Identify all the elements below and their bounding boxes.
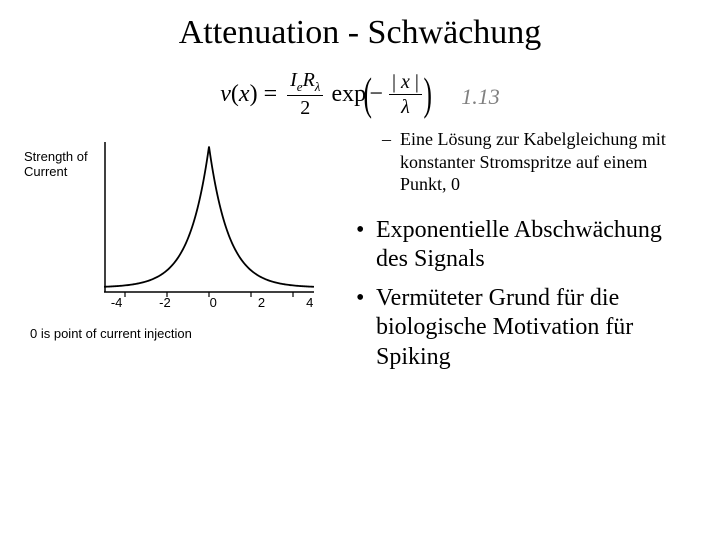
chart-box: Strength of Current -4-2024 0 is point o… [30,140,330,350]
x-tick-label: -4 [111,295,123,310]
eq-sub-lambda: λ [315,79,321,94]
eq-frac2-den: λ [398,95,413,117]
eq-big-lparen: ( [364,76,372,113]
eq-rparen: ) [250,81,258,108]
chart-caption: 0 is point of current injection [30,326,192,341]
eq-big-rparen: ) [423,76,431,113]
x-tick-label: 2 [258,295,265,310]
eq-x: x [401,71,410,93]
eq-equals: = [264,81,278,108]
eq-frac2: | x | λ [389,72,422,117]
y-label-line1: Strength of [24,149,88,164]
eq-lparen: ( [231,81,239,108]
equation-number: 1.13 [461,84,500,110]
plot-area [104,142,314,292]
y-label-line2: Current [24,164,67,179]
main-bullet-2: Vermüteter Grund für die biologische Mot… [356,284,692,372]
attenuation-curve [104,142,314,297]
eq-R: R [303,69,315,91]
content-row: Strength of Current -4 -2 0 2 4 0 is point o… [0,128,720,382]
sub-bullet-1: Eine Lösung zur Kabelgleichung mit konst… [382,128,692,196]
eq-abs-r: | [410,71,419,93]
main-bullet-1: Exponentielle Abschwächung des Signals [356,216,692,275]
equation-row: v(x) = IeRλ 2 exp ( − | x | λ ) 1.13 [0,70,720,118]
eq-frac1-den: 2 [297,96,313,118]
y-axis-label: Strength of Current [24,150,88,180]
text-column: Eine Lösung zur Kabelgleichung mit konst… [340,128,720,382]
x-tick-label: -2 [159,295,171,310]
eq-exp: exp [331,81,366,108]
equation: v(x) = IeRλ 2 exp ( − | x | λ ) [220,70,429,118]
eq-frac1: IeRλ 2 [287,70,323,118]
x-tick-label: 0 [210,295,217,310]
eq-abs-l: | [392,71,401,93]
eq-lhs-var: v [220,81,231,108]
x-tick-label: 4 [306,295,313,310]
chart-column: Strength of Current -4 -2 0 2 4 0 is point o… [0,128,340,382]
page-title: Attenuation - Schwächung [0,0,720,52]
eq-I: I [290,69,297,91]
eq-lhs-arg: x [239,81,250,108]
